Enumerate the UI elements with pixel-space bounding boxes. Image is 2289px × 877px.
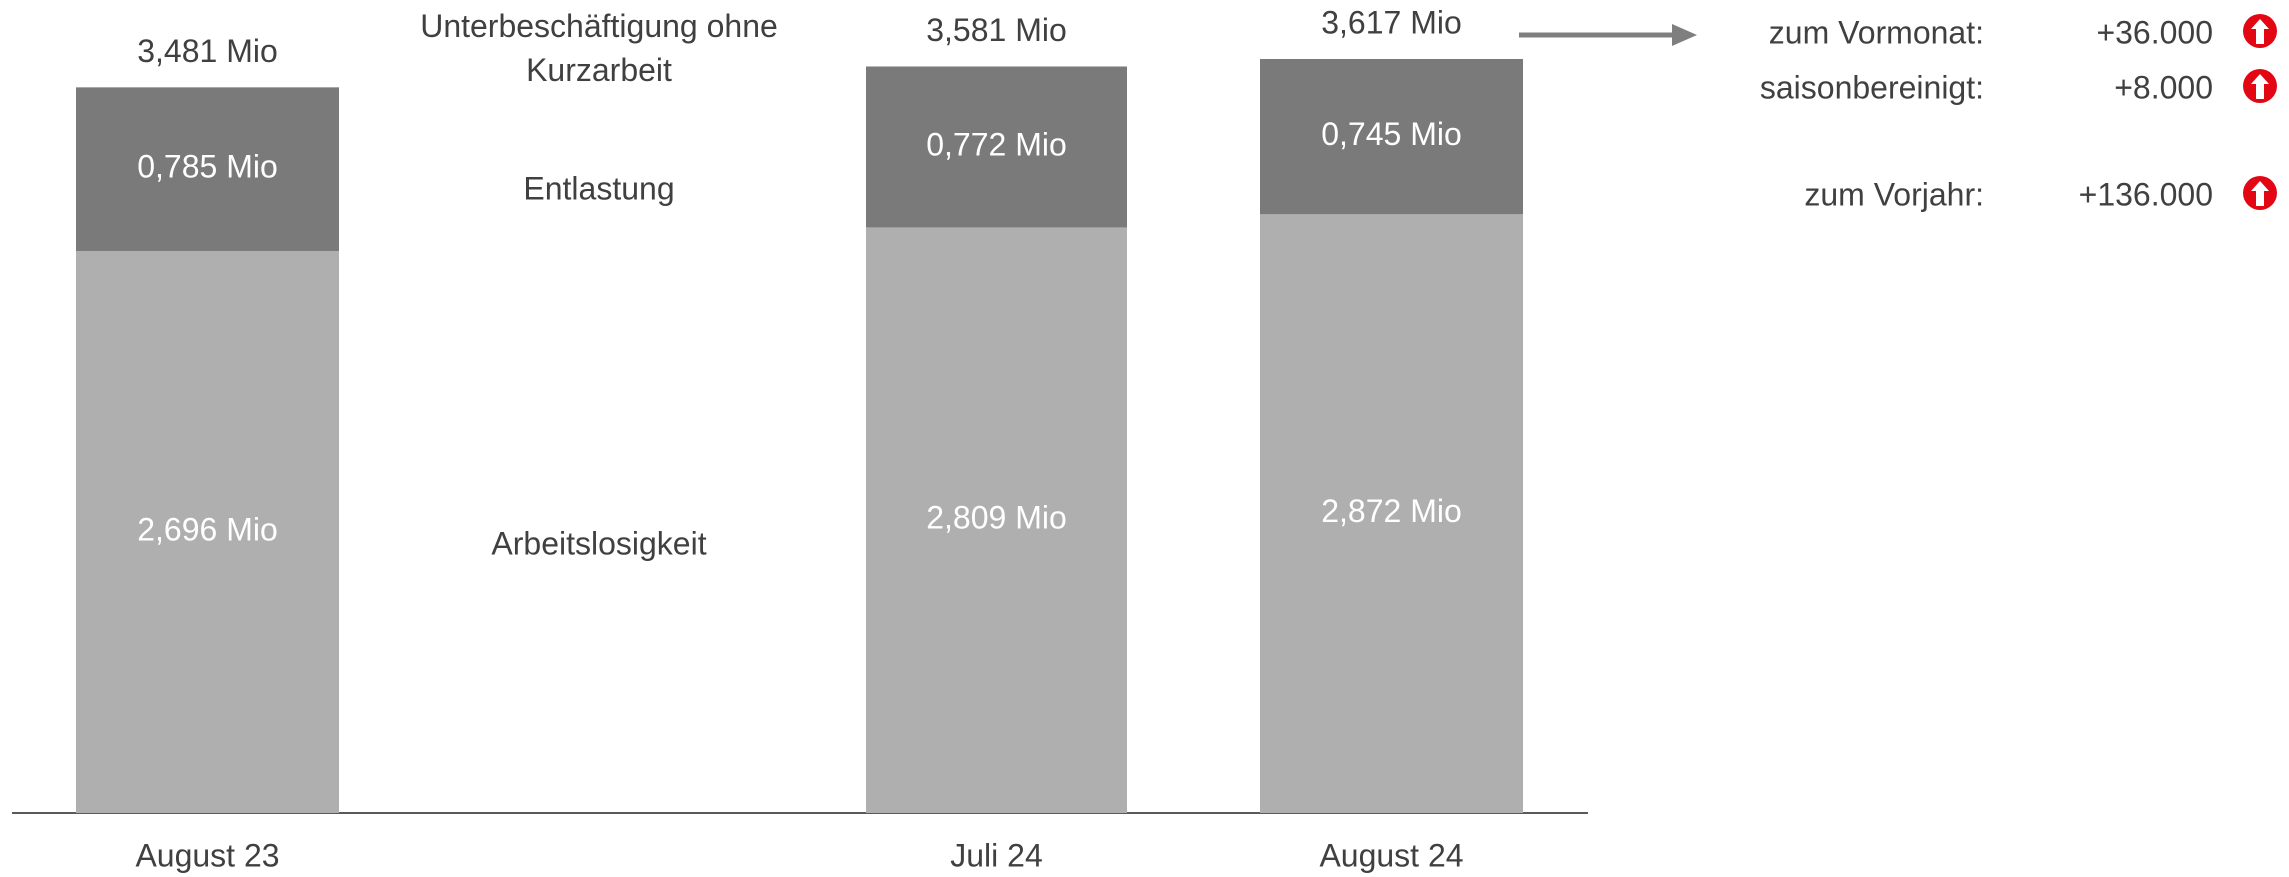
bar-segment: [866, 66, 1127, 228]
bar-segment: [1260, 214, 1523, 813]
bar-segment: [76, 87, 339, 251]
up-icon: [2243, 176, 2277, 210]
value-label: 0,745 Mio: [1321, 116, 1462, 152]
value-label: 2,696 Mio: [137, 511, 278, 547]
up-icon: [2243, 14, 2277, 48]
x-tick-label: Juli 24: [950, 837, 1043, 873]
total-label: 3,481 Mio: [137, 33, 278, 69]
x-tick-label: August 23: [135, 837, 279, 873]
change-label: zum Vorjahr:: [1804, 176, 1984, 212]
bar-segment: [76, 250, 339, 814]
change-label: saisonbereinigt:: [1760, 69, 1984, 105]
bar-segment: [1260, 58, 1523, 215]
total-label: 3,581 Mio: [926, 12, 1067, 48]
total-name: Unterbeschäftigung ohne Kurzarbeit: [420, 8, 778, 88]
icon-arrow: [2251, 19, 2269, 44]
value-label: 0,785 Mio: [137, 149, 278, 185]
up-icon: [2243, 69, 2277, 103]
series-label: Arbeitslosigkeit: [491, 525, 706, 561]
total-name-text: Unterbeschäftigung ohne Kurzarbeit: [420, 8, 778, 88]
x-tick-label: August 24: [1319, 837, 1463, 873]
series-label: Entlastung: [523, 170, 674, 206]
value-label: 2,809 Mio: [926, 500, 1067, 536]
bar-segment: [866, 227, 1127, 814]
change-label: zum Vormonat:: [1769, 14, 1984, 50]
change-value: +136.000: [2079, 176, 2213, 212]
change-value: +36.000: [2096, 14, 2213, 50]
arrow: [1519, 24, 1697, 46]
icon-arrow: [2251, 181, 2269, 206]
value-label: 2,872 Mio: [1321, 493, 1462, 529]
total-label: 3,617 Mio: [1321, 4, 1462, 40]
value-label: 0,772 Mio: [926, 126, 1067, 162]
change-value: +8.000: [2114, 69, 2213, 105]
icon-arrow: [2251, 74, 2269, 99]
